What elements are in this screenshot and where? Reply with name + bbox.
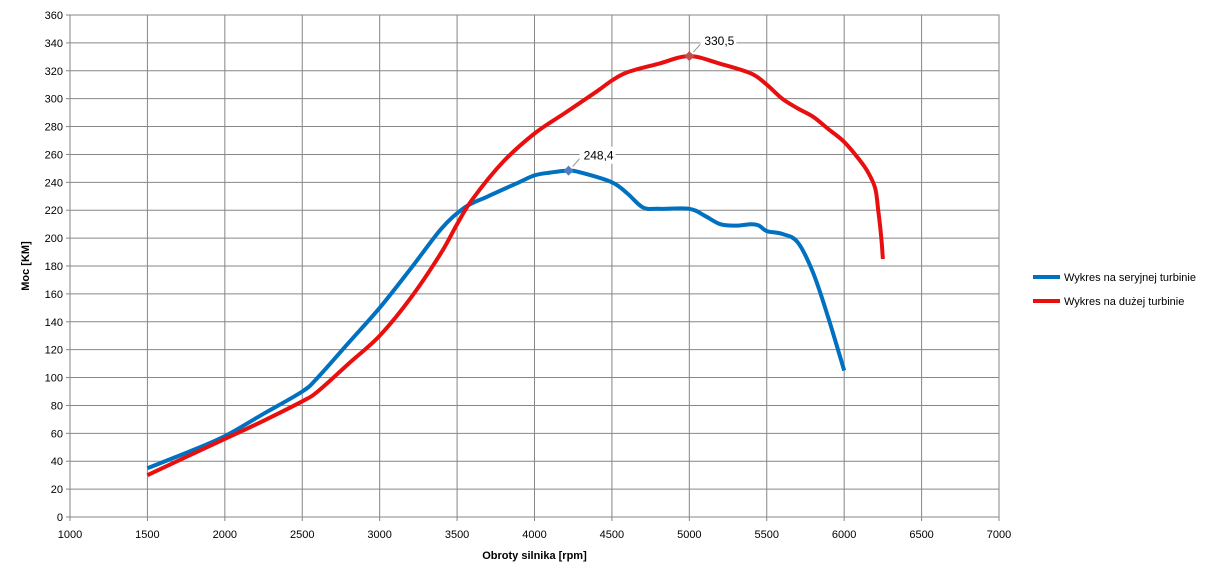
x-tick-label: 7000 xyxy=(987,529,1011,541)
y-tick-label: 20 xyxy=(51,484,63,496)
y-tick-label: 340 xyxy=(45,38,63,50)
y-tick-label: 360 xyxy=(45,10,63,22)
x-tick-label: 3000 xyxy=(367,529,391,541)
y-axis-title: Moc [KM] xyxy=(20,241,32,291)
peak-label-bg-2 xyxy=(700,32,737,50)
y-tick-label: 260 xyxy=(45,149,63,161)
legend-label-1: Wykres na seryjnej turbinie xyxy=(1064,272,1196,284)
x-tick-label: 6000 xyxy=(832,529,856,541)
legend-label-2: Wykres na dużej turbinie xyxy=(1064,296,1184,308)
plot-area-border xyxy=(69,14,1000,518)
peak-leader-2 xyxy=(692,42,702,53)
x-tick-label: 6500 xyxy=(909,529,933,541)
x-tick-label: 2000 xyxy=(213,529,237,541)
x-tick-label: 3500 xyxy=(445,529,469,541)
peak-marker-1 xyxy=(563,165,574,176)
y-tick-label: 160 xyxy=(45,289,63,301)
y-tick-label: 140 xyxy=(45,317,63,329)
x-tick-label: 4000 xyxy=(522,529,546,541)
y-axis-ticks: 0 20 40 60 80 100 120 140 160 180 200 220 240 260 280 3… xyxy=(45,10,63,524)
x-tick-label: 1500 xyxy=(135,529,159,541)
series-line-2 xyxy=(146,54,885,478)
y-tick-label: 300 xyxy=(45,94,63,106)
y-tick-label: 0 xyxy=(57,512,63,524)
series-line-1 xyxy=(146,168,847,471)
x-tick-label: 2500 xyxy=(290,529,314,541)
chart-gridlines xyxy=(66,14,1000,521)
peak-label-2: 330,5 xyxy=(704,34,734,48)
y-tick-label: 120 xyxy=(45,345,63,357)
chart-annotations: 248,4 330,5 xyxy=(563,32,737,176)
peak-label-1: 248,4 xyxy=(584,149,614,163)
peak-label-bg-1 xyxy=(579,146,616,164)
peak-marker-2 xyxy=(684,51,695,62)
y-tick-label: 80 xyxy=(51,400,63,412)
x-tick-label: 4500 xyxy=(600,529,624,541)
peak-leader-1 xyxy=(572,157,581,167)
y-tick-label: 200 xyxy=(45,233,63,245)
x-axis-ticks: 1000 1500 2000 2500 3000 3500 4000 4500 5000 5500… xyxy=(58,529,1011,541)
y-tick-label: 280 xyxy=(45,122,63,134)
x-axis-title: Obroty silnika [rpm] xyxy=(482,550,587,562)
y-tick-label: 60 xyxy=(51,428,63,440)
x-tick-label: 1000 xyxy=(58,529,82,541)
chart-series xyxy=(146,54,885,478)
y-tick-label: 240 xyxy=(45,177,63,189)
y-tick-label: 320 xyxy=(45,66,63,78)
y-tick-label: 220 xyxy=(45,205,63,217)
y-tick-label: 40 xyxy=(51,456,63,468)
y-tick-label: 180 xyxy=(45,261,63,273)
y-tick-label: 100 xyxy=(45,373,63,385)
x-tick-label: 5500 xyxy=(755,529,779,541)
chart-legend: Wykres na seryjnej turbinie Wykres na duż… xyxy=(1033,272,1196,308)
x-tick-label: 5000 xyxy=(677,529,701,541)
